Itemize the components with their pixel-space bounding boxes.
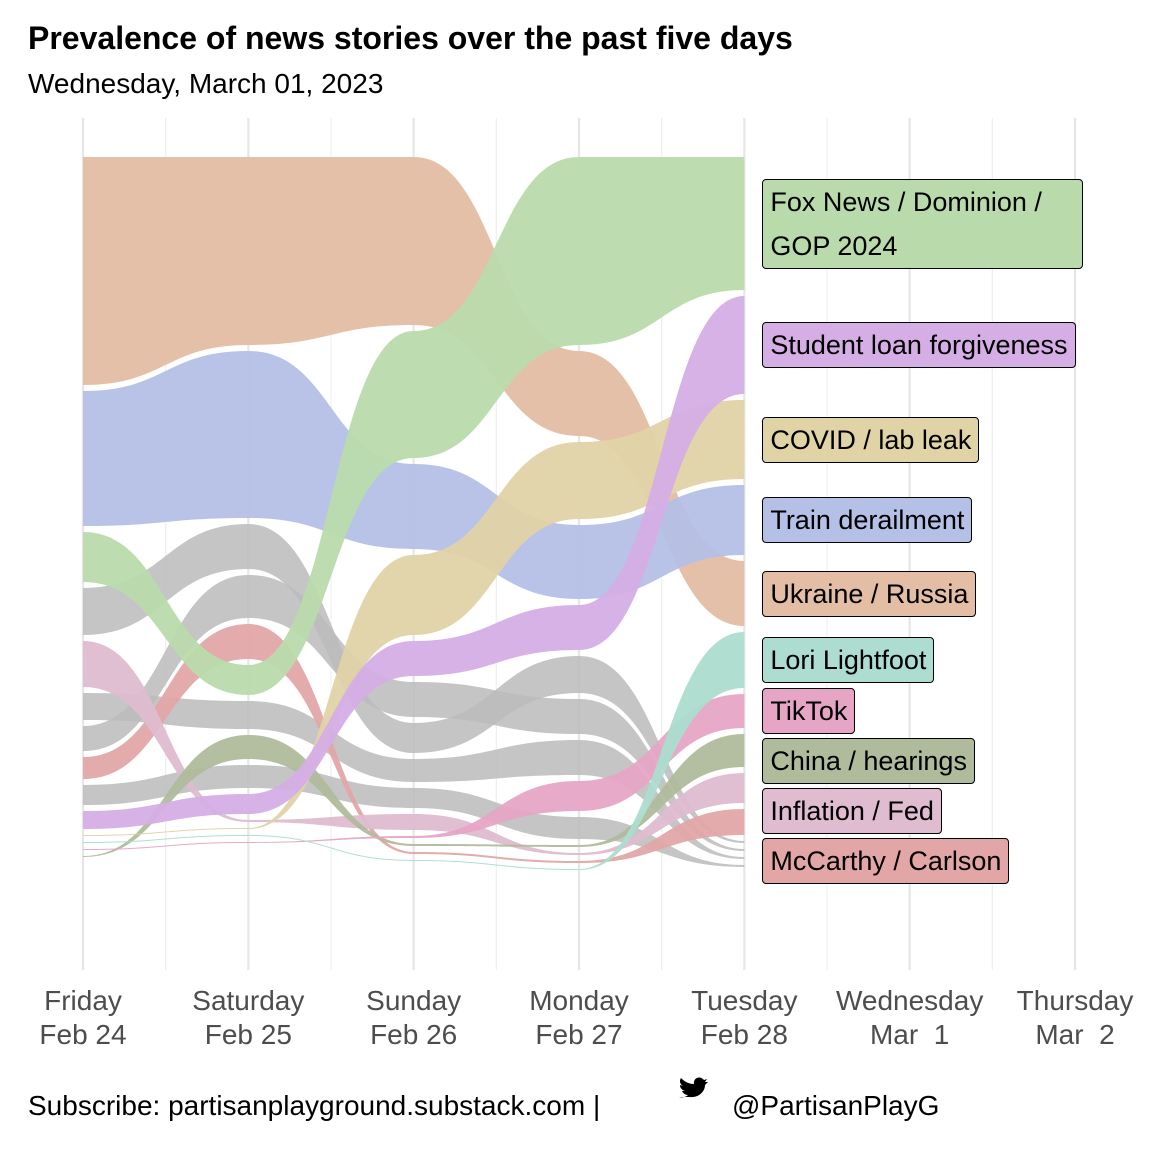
x-tick-label: Wednesday Mar 1 (835, 985, 984, 1050)
legend-label: COVID / lab leak (762, 416, 980, 463)
chart-title: Prevalence of news stories over the past… (28, 20, 793, 56)
x-tick-label: Sunday Feb 26 (366, 985, 462, 1050)
stream (83, 693, 745, 859)
x-tick-label: Monday Feb 27 (529, 985, 629, 1050)
legend-label: Inflation / Fed (762, 788, 942, 834)
twitter-icon (679, 1077, 708, 1098)
x-tick-label: Friday Feb 24 (39, 985, 127, 1050)
legend-label: China / hearings (762, 738, 975, 784)
stream (83, 575, 745, 851)
stream (83, 524, 745, 843)
stream (83, 157, 745, 695)
twitter-handle: @PartisanPlayG (732, 1090, 940, 1121)
legend-label: Fox News / Dominion / GOP 2024 (762, 178, 1084, 269)
stream (83, 157, 745, 626)
legend-label: TikTok (762, 688, 856, 734)
chart-subtitle: Wednesday, March 01, 2023 (28, 68, 384, 99)
legend-label: Train derailment (762, 497, 973, 543)
stream (83, 694, 745, 850)
stream (83, 624, 745, 863)
stream (83, 765, 745, 867)
legend-label: Lori Lightfoot (762, 637, 935, 683)
x-tick-label: Saturday Feb 25 (192, 985, 305, 1050)
x-tick-label: Thursday Mar 2 (1016, 985, 1134, 1050)
footer: Subscribe: partisanplayground.substack.c… (28, 1090, 601, 1121)
legend-label: Ukraine / Russia (762, 570, 977, 617)
stream (83, 351, 745, 599)
legend-label: Student loan forgiveness (762, 322, 1076, 368)
x-tick-label: Tuesday Feb 28 (691, 985, 798, 1050)
legend-label: McCarthy / Carlson (762, 838, 1010, 884)
stream (83, 400, 745, 836)
